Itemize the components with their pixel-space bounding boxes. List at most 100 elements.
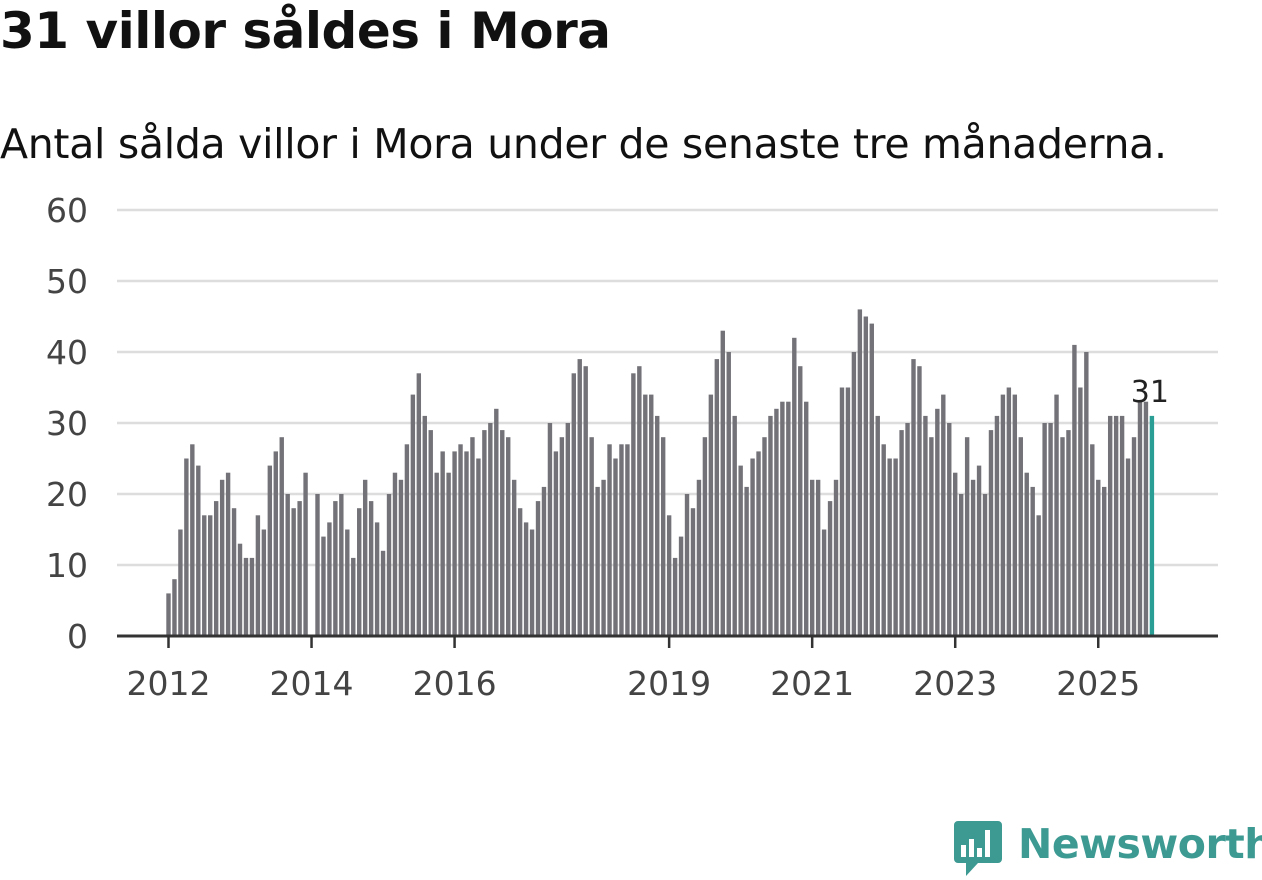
bar-99 [756, 451, 761, 636]
bar-159 [1113, 415, 1119, 636]
y-tick-label-40: 40 [46, 333, 88, 372]
bar-3 [184, 458, 189, 636]
bar-90 [702, 437, 708, 636]
bar-52 [476, 458, 481, 636]
bar-44 [428, 430, 433, 636]
bar-23 [303, 472, 308, 636]
bar-119 [875, 415, 880, 636]
chart-title: 31 villor såldes i Mora [0, 2, 611, 60]
bar-65 [553, 451, 559, 636]
bar-70 [583, 366, 588, 636]
bar-115 [851, 352, 857, 636]
bar-142 [1012, 394, 1018, 636]
bar-108 [809, 479, 815, 636]
bar-133 [958, 494, 964, 636]
bar-45 [434, 472, 439, 636]
bar-33 [362, 479, 368, 636]
bar-8 [213, 501, 219, 636]
bar-93 [720, 330, 725, 636]
bar-1 [172, 579, 177, 636]
bar-110 [821, 529, 827, 636]
bar-76 [619, 444, 624, 636]
bar-42 [416, 373, 422, 636]
bar-31 [351, 557, 356, 636]
annotations: 31 [1131, 375, 1169, 410]
bar-163 [1137, 401, 1143, 636]
bar-120 [881, 444, 886, 636]
bar-36 [380, 550, 386, 636]
bar-2 [178, 529, 183, 636]
bar-62 [535, 501, 541, 636]
bar-16 [261, 529, 267, 636]
bar-77 [625, 444, 630, 636]
bar-151 [1066, 430, 1071, 636]
bar-72 [595, 486, 600, 636]
bar-11 [231, 508, 237, 636]
bar-73 [601, 479, 606, 636]
bar-148 [1048, 423, 1053, 636]
bar-27 [327, 522, 332, 636]
x-axis [117, 634, 1218, 648]
bar-5 [196, 465, 201, 636]
bar-14 [249, 557, 255, 636]
y-tick-label-20: 20 [46, 475, 88, 514]
bar-134 [964, 437, 970, 636]
bar-152 [1072, 344, 1077, 636]
bar-28 [333, 501, 338, 636]
bar-17 [267, 465, 273, 636]
bar-124 [905, 423, 910, 636]
bar-103 [780, 401, 785, 636]
x-tick-label-2012: 2012 [127, 664, 211, 703]
bar-146 [1036, 515, 1041, 636]
x-tick-label-2016: 2016 [413, 664, 497, 703]
bar-12 [237, 543, 243, 636]
bar-69 [577, 359, 582, 636]
bar-68 [571, 373, 576, 636]
bar-30 [345, 529, 350, 636]
bar-15 [255, 515, 261, 636]
bar-60 [523, 522, 529, 636]
bar-128 [929, 437, 934, 636]
bar-41 [410, 394, 416, 636]
bar-34 [368, 501, 374, 636]
bar-85 [672, 557, 678, 636]
bar-32 [357, 508, 362, 636]
bar-79 [637, 366, 642, 636]
bar-131 [947, 423, 952, 636]
bar-82 [655, 415, 660, 636]
bar-132 [953, 472, 958, 636]
bar-140 [1000, 394, 1006, 636]
bar-136 [976, 465, 982, 636]
bar-63 [541, 486, 547, 636]
bar-19 [279, 437, 284, 636]
bar-109 [815, 479, 821, 636]
bar-0 [166, 593, 171, 636]
bar-121 [887, 458, 892, 636]
bar-4 [190, 444, 195, 636]
bar-162 [1131, 437, 1137, 636]
bar-149 [1054, 394, 1059, 636]
newsworthy-logo-text: Newsworthy [1018, 820, 1262, 868]
bar-97 [744, 486, 749, 636]
bar-154 [1084, 352, 1089, 636]
bar-67 [565, 423, 571, 636]
bar-87 [684, 494, 690, 636]
bar-26 [321, 536, 326, 636]
y-tick-label-60: 60 [46, 191, 88, 230]
bar-21 [291, 508, 296, 636]
bar-89 [696, 479, 702, 636]
bar-144 [1024, 472, 1029, 636]
bar-46 [440, 451, 445, 636]
bar-20 [285, 494, 290, 636]
bar-117 [863, 316, 869, 636]
bar-39 [398, 479, 404, 636]
bar-145 [1030, 486, 1035, 636]
bar-112 [833, 479, 839, 636]
bar-143 [1018, 437, 1023, 636]
bar-96 [738, 465, 743, 636]
bar-56 [500, 430, 505, 636]
bar-165 [1149, 415, 1155, 636]
bar-9 [219, 479, 225, 636]
bar-80 [643, 394, 648, 636]
